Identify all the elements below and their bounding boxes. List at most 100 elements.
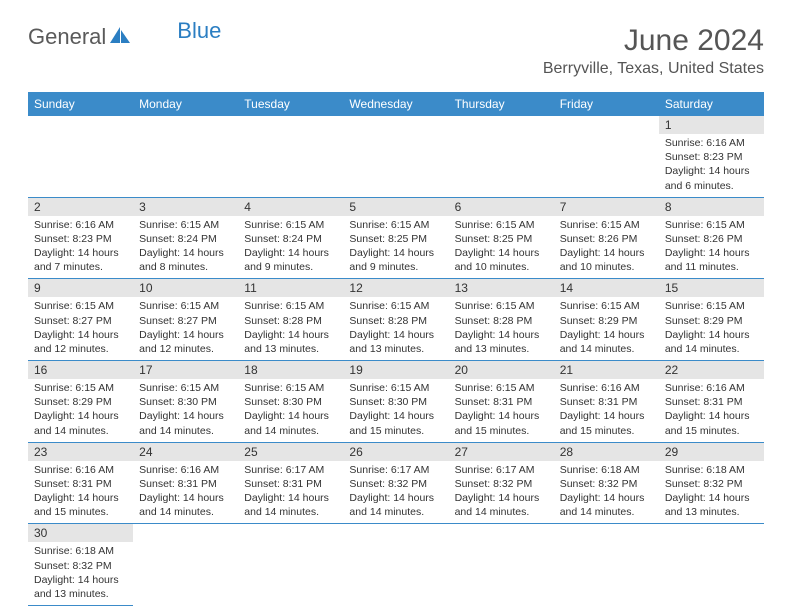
day-details: Sunrise: 6:15 AMSunset: 8:30 PMDaylight:… [343,379,448,442]
day-number: 23 [28,443,133,461]
day-details: Sunrise: 6:15 AMSunset: 8:25 PMDaylight:… [343,216,448,279]
day-details: Sunrise: 6:18 AMSunset: 8:32 PMDaylight:… [554,461,659,524]
day-cell-14: 14Sunrise: 6:15 AMSunset: 8:29 PMDayligh… [554,279,659,361]
day-details: Sunrise: 6:17 AMSunset: 8:31 PMDaylight:… [238,461,343,524]
day-number: 9 [28,279,133,297]
day-number: 2 [28,198,133,216]
sunset-line: Sunset: 8:26 PM [665,232,758,246]
day-number: 26 [343,443,448,461]
empty-cell [238,116,343,197]
sunrise-line: Sunrise: 6:15 AM [34,381,127,395]
daylight-line: Daylight: 14 hours and 13 minutes. [34,573,127,601]
sunset-line: Sunset: 8:31 PM [244,477,337,491]
daylight-line: Daylight: 14 hours and 11 minutes. [665,246,758,274]
day-cell-13: 13Sunrise: 6:15 AMSunset: 8:28 PMDayligh… [449,279,554,361]
daylight-line: Daylight: 14 hours and 13 minutes. [244,328,337,356]
day-number: 19 [343,361,448,379]
day-number: 27 [449,443,554,461]
day-number: 10 [133,279,238,297]
sunset-line: Sunset: 8:23 PM [665,150,758,164]
sunrise-line: Sunrise: 6:15 AM [455,381,548,395]
daylight-line: Daylight: 14 hours and 15 minutes. [349,409,442,437]
daylight-line: Daylight: 14 hours and 14 minutes. [349,491,442,519]
daylight-line: Daylight: 14 hours and 14 minutes. [139,409,232,437]
daylight-line: Daylight: 14 hours and 13 minutes. [665,491,758,519]
weekday-thursday: Thursday [449,92,554,116]
daylight-line: Daylight: 14 hours and 14 minutes. [34,409,127,437]
empty-cell [133,116,238,197]
weekday-header-row: SundayMondayTuesdayWednesdayThursdayFrid… [28,92,764,116]
day-cell-27: 27 Sunrise: 6:17 AMSunset: 8:32 PMDayligh… [449,442,554,524]
sunrise-line: Sunrise: 6:15 AM [139,299,232,313]
sunset-line: Sunset: 8:32 PM [560,477,653,491]
day-cell-12: 12Sunrise: 6:15 AMSunset: 8:28 PMDayligh… [343,279,448,361]
day-number: 18 [238,361,343,379]
sunrise-line: Sunrise: 6:15 AM [560,299,653,313]
sunset-line: Sunset: 8:30 PM [244,395,337,409]
sunrise-line: Sunrise: 6:15 AM [244,218,337,232]
sunset-line: Sunset: 8:24 PM [244,232,337,246]
sunrise-line: Sunrise: 6:16 AM [34,218,127,232]
sunrise-line: Sunrise: 6:17 AM [455,463,548,477]
daylight-line: Daylight: 14 hours and 13 minutes. [455,328,548,356]
daylight-line: Daylight: 14 hours and 15 minutes. [665,409,758,437]
day-cell-8: 8Sunrise: 6:15 AMSunset: 8:26 PMDaylight… [659,197,764,279]
day-details: Sunrise: 6:15 AMSunset: 8:27 PMDaylight:… [133,297,238,360]
day-details: Sunrise: 6:15 AMSunset: 8:29 PMDaylight:… [554,297,659,360]
day-details: Sunrise: 6:15 AMSunset: 8:24 PMDaylight:… [133,216,238,279]
sunset-line: Sunset: 8:23 PM [34,232,127,246]
day-details: Sunrise: 6:18 AMSunset: 8:32 PMDaylight:… [659,461,764,524]
daylight-line: Daylight: 14 hours and 13 minutes. [349,328,442,356]
day-cell-10: 10Sunrise: 6:15 AMSunset: 8:27 PMDayligh… [133,279,238,361]
daylight-line: Daylight: 14 hours and 10 minutes. [455,246,548,274]
day-number: 6 [449,198,554,216]
day-cell-17: 17Sunrise: 6:15 AMSunset: 8:30 PMDayligh… [133,361,238,443]
day-cell-11: 11Sunrise: 6:15 AMSunset: 8:28 PMDayligh… [238,279,343,361]
day-cell-24: 24Sunrise: 6:16 AMSunset: 8:31 PMDayligh… [133,442,238,524]
sunrise-line: Sunrise: 6:16 AM [665,136,758,150]
sunset-line: Sunset: 8:32 PM [455,477,548,491]
day-cell-26: 26Sunrise: 6:17 AMSunset: 8:32 PMDayligh… [343,442,448,524]
empty-cell [28,116,133,197]
sunset-line: Sunset: 8:31 PM [560,395,653,409]
sunrise-line: Sunrise: 6:15 AM [560,218,653,232]
sunrise-line: Sunrise: 6:16 AM [560,381,653,395]
day-number: 4 [238,198,343,216]
weekday-saturday: Saturday [659,92,764,116]
day-number: 7 [554,198,659,216]
day-number: 30 [28,524,133,542]
sunrise-line: Sunrise: 6:15 AM [349,218,442,232]
day-cell-2: 2Sunrise: 6:16 AMSunset: 8:23 PMDaylight… [28,197,133,279]
daylight-line: Daylight: 14 hours and 14 minutes. [244,409,337,437]
day-details: Sunrise: 6:16 AMSunset: 8:23 PMDaylight:… [28,216,133,279]
week-row: 9Sunrise: 6:15 AMSunset: 8:27 PMDaylight… [28,279,764,361]
day-cell-21: 21Sunrise: 6:16 AMSunset: 8:31 PMDayligh… [554,361,659,443]
sunset-line: Sunset: 8:30 PM [139,395,232,409]
sail-icon [109,24,131,50]
day-details: Sunrise: 6:16 AMSunset: 8:31 PMDaylight:… [133,461,238,524]
sunset-line: Sunset: 8:29 PM [560,314,653,328]
week-row: 30Sunrise: 6:18 AMSunset: 8:32 PMDayligh… [28,524,764,606]
day-number: 28 [554,443,659,461]
sunset-line: Sunset: 8:26 PM [560,232,653,246]
daylight-line: Daylight: 14 hours and 9 minutes. [244,246,337,274]
logo-text-general: General [28,24,106,50]
daylight-line: Daylight: 14 hours and 14 minutes. [455,491,548,519]
weekday-sunday: Sunday [28,92,133,116]
sunset-line: Sunset: 8:29 PM [34,395,127,409]
sunrise-line: Sunrise: 6:15 AM [349,299,442,313]
weekday-monday: Monday [133,92,238,116]
sunrise-line: Sunrise: 6:15 AM [455,218,548,232]
sunset-line: Sunset: 8:31 PM [455,395,548,409]
sunset-line: Sunset: 8:28 PM [244,314,337,328]
day-cell-7: 7Sunrise: 6:15 AMSunset: 8:26 PMDaylight… [554,197,659,279]
day-cell-6: 6 Sunrise: 6:15 AMSunset: 8:25 PMDaylight… [449,197,554,279]
sunset-line: Sunset: 8:28 PM [349,314,442,328]
sunset-line: Sunset: 8:25 PM [455,232,548,246]
sunset-line: Sunset: 8:25 PM [349,232,442,246]
daylight-line: Daylight: 14 hours and 7 minutes. [34,246,127,274]
day-number: 15 [659,279,764,297]
day-cell-5: 5Sunrise: 6:15 AMSunset: 8:25 PMDaylight… [343,197,448,279]
day-details: Sunrise: 6:15 AMSunset: 8:26 PMDaylight:… [659,216,764,279]
sunrise-line: Sunrise: 6:16 AM [34,463,127,477]
